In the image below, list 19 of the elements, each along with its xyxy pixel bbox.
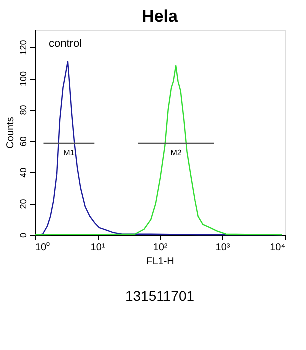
y-tick-label: 120 — [18, 40, 28, 56]
annotation: control — [49, 38, 82, 50]
series-label: M2 — [170, 148, 182, 158]
x-tick-label: 10³ — [216, 242, 231, 254]
y-axis-title: Counts — [6, 117, 16, 149]
y-tick-label: 0 — [18, 232, 28, 238]
y-tick-label: 20 — [18, 199, 28, 210]
text: 131511701 — [125, 288, 195, 304]
x-tick-label: 10⁴ — [270, 242, 286, 254]
x-axis-title: FL1-H — [146, 256, 174, 268]
y-tick-label: 40 — [18, 168, 28, 178]
x-tick-label: 10¹ — [90, 242, 106, 254]
series-label: M1 — [64, 148, 76, 158]
chart-title: Hela — [142, 7, 178, 26]
y-tick-label: 100 — [18, 71, 28, 87]
x-tick-label: 10⁰ — [36, 242, 51, 254]
x-tick-label: 10² — [153, 242, 168, 254]
y-tick-label: 80 — [18, 105, 28, 116]
y-tick-label: 60 — [18, 136, 28, 147]
